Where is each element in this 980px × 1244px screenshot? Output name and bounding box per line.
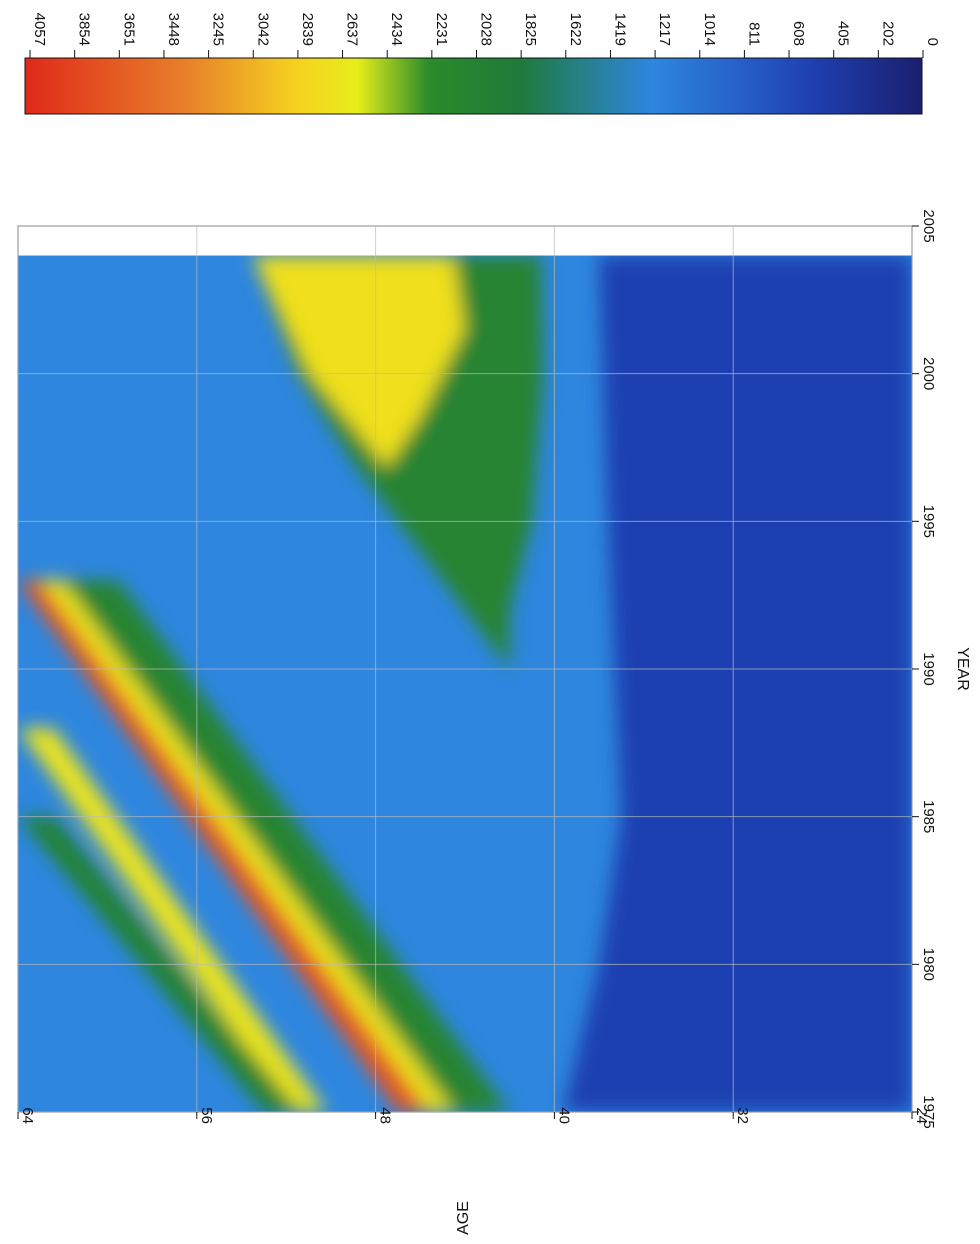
grid-lines [17,225,913,1113]
y-tick-label: 48 [377,1107,394,1124]
colorbar-tick-label: 608 [790,21,807,46]
colorbar-tick-label: 1825 [522,13,539,46]
y-tick-label: 56 [198,1107,215,1124]
y-axis-title: AGE [455,1201,472,1235]
colorbar-tick-label: 2637 [344,13,361,46]
x-tick-label: 2000 [920,357,937,390]
heatmap-band [62,580,510,1112]
colorbar-tick-label: 3651 [120,13,137,46]
colorbar-tick-label: 0 [924,38,941,46]
colorbar-tick-label: 202 [879,21,896,46]
colorbar-tick-label: 3448 [165,13,182,46]
colorbar-tick-label: 2231 [433,13,450,46]
y-tick-label: 40 [555,1107,572,1124]
x-tick-label: 1995 [920,505,937,538]
colorbar-tick-label: 3854 [76,13,93,46]
colorbar-gradient [24,57,923,115]
colorbar-tick-label: 3245 [210,13,227,46]
colorbar-tick-label: 1419 [611,13,628,46]
colorbar-tick-label: 3042 [254,13,271,46]
colorbar-tick-label: 811 [745,22,762,46]
heatmap-region [252,255,465,469]
x-axis-title: YEAR [954,647,971,691]
colorbar-tick-label: 405 [835,21,852,46]
x-tick-label: 1990 [920,652,937,685]
colorbar: 4057 3854 3651 3448 3245 3042 2839 2637 2434 2231… [24,13,941,115]
y-tick-label: 64 [19,1107,36,1124]
heatmap-band [18,728,327,1112]
y-tick-label: 32 [734,1107,751,1124]
heatmap-band [40,580,461,1112]
colorbar-labels: 4057 3854 3651 3448 3245 3042 2839 2637 2434 2231… [29,13,941,58]
y-tick-label: 24 [913,1107,930,1124]
x-tick-label: 1975 [920,1095,937,1128]
colorbar-tick-label: 2839 [299,13,316,46]
plot-area: 1975 1980 1985 1990 1995 2000 2005 24 32 40 48 56 6… [17,209,937,1129]
x-axis: 1975 1980 1985 1990 1995 2000 2005 [912,209,937,1129]
colorbar-tick-label: 1622 [567,13,584,46]
colorbar-tick-label: 1014 [701,13,718,46]
y-axis: 24 32 40 48 56 64 [17,1107,930,1124]
x-tick-label: 1980 [920,948,937,981]
colorbar-tick-label: 4057 [31,13,48,46]
heatmap-region [563,255,912,1113]
colorbar-tick-label: 2028 [478,13,495,46]
x-tick-label: 1985 [920,800,937,833]
colorbar-tick-label: 1217 [656,13,673,46]
colorbar-tick-label: 2434 [388,13,405,46]
heatmap-layers [18,255,912,1113]
x-tick-label: 2005 [920,209,937,242]
